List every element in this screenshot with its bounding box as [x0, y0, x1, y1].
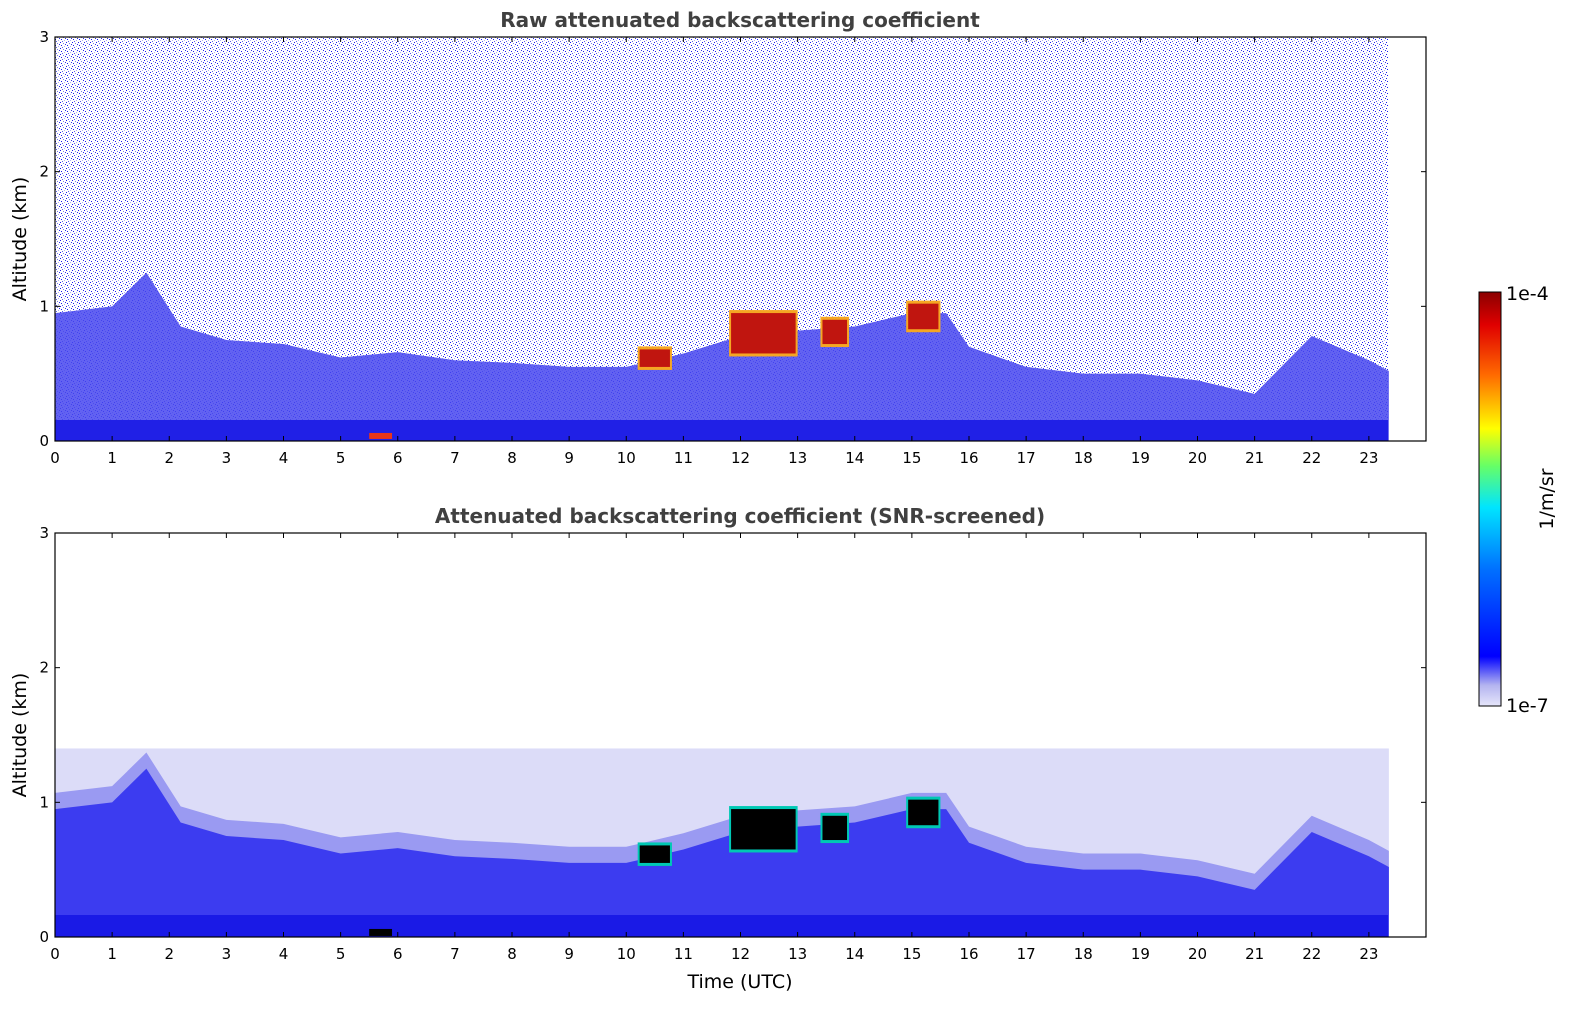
x-tick-label: 3 — [222, 945, 232, 963]
x-tick-label: 6 — [393, 945, 403, 963]
x-tick-label: 19 — [1131, 945, 1150, 963]
cloud-core — [731, 313, 796, 354]
cloud-core — [639, 845, 670, 863]
colorbar-min-label: 1e-7 — [1506, 695, 1549, 717]
x-tick-label: 22 — [1302, 449, 1321, 467]
snr-heatmap — [55, 748, 1389, 937]
x-tick-label: 0 — [50, 449, 60, 467]
x-tick-label: 7 — [450, 945, 460, 963]
x-tick-label: 1 — [107, 945, 117, 963]
snr-surface-hotspot — [369, 928, 393, 936]
raw-surface-band — [55, 420, 1388, 441]
cloud-core — [822, 815, 848, 841]
x-tick-label: 4 — [279, 449, 289, 467]
x-tick-label: 12 — [731, 449, 750, 467]
colorbar-max-label: 1e-4 — [1506, 283, 1549, 305]
x-tick-label: 17 — [1017, 945, 1036, 963]
x-tick-label: 13 — [788, 945, 807, 963]
x-tick-label: 18 — [1074, 449, 1093, 467]
colorbar-unit-label: 1/m/sr — [1536, 468, 1558, 529]
x-tick-label: 8 — [507, 945, 517, 963]
raw-y-axis: 0 1 2 3 — [39, 28, 1426, 450]
x-tick-label: 17 — [1017, 449, 1036, 467]
x-tick-label: 22 — [1302, 945, 1321, 963]
cloud-core — [639, 349, 670, 367]
snr-x-axis: 0 1 2 3 4 5 6 7 8 9 10 11 12 13 14 15 16 17 18 19 20 21 22 23 — [50, 533, 1378, 963]
snr-screened-panel: Attenuated backscattering coefficient (S… — [9, 504, 1427, 993]
x-tick-label: 1 — [107, 449, 117, 467]
y-tick-label: 0 — [39, 928, 49, 946]
x-tick-label: 9 — [564, 449, 574, 467]
x-tick-label: 11 — [674, 449, 693, 467]
x-tick-label: 5 — [336, 449, 346, 467]
x-tick-label: 5 — [336, 945, 346, 963]
x-tick-label: 11 — [674, 945, 693, 963]
snr-y-axis-label: Altitude (km) — [9, 673, 31, 798]
y-tick-label: 3 — [39, 28, 49, 46]
x-tick-label: 18 — [1074, 945, 1093, 963]
y-tick-label: 2 — [39, 163, 49, 181]
x-tick-label: 12 — [731, 945, 750, 963]
x-tick-label: 16 — [959, 449, 978, 467]
x-axis-label: Time (UTC) — [686, 971, 792, 993]
y-tick-label: 2 — [39, 659, 49, 677]
x-tick-label: 2 — [164, 945, 174, 963]
x-tick-label: 10 — [617, 449, 636, 467]
y-tick-label: 1 — [39, 793, 49, 811]
x-tick-label: 20 — [1188, 449, 1207, 467]
x-tick-label: 3 — [222, 449, 232, 467]
x-tick-label: 21 — [1245, 945, 1264, 963]
y-tick-label: 3 — [39, 524, 49, 542]
x-tick-label: 19 — [1131, 449, 1150, 467]
raw-aerosol-layer — [55, 272, 1389, 441]
raw-backscatter-panel: Raw attenuated backscattering coefficien… — [9, 8, 1427, 467]
y-tick-label: 0 — [39, 432, 49, 450]
snr-surface-band — [55, 915, 1388, 937]
x-tick-label: 15 — [902, 945, 921, 963]
x-tick-label: 9 — [564, 945, 574, 963]
snr-y-axis: 0 1 2 3 — [39, 524, 1426, 946]
x-tick-label: 7 — [450, 449, 460, 467]
y-tick-label: 1 — [39, 297, 49, 315]
x-tick-label: 10 — [617, 945, 636, 963]
x-tick-label: 0 — [50, 945, 60, 963]
cloud-core — [822, 319, 848, 345]
cloud-core — [908, 799, 939, 826]
colorbar-gradient — [1478, 291, 1502, 707]
cloud-core — [731, 809, 796, 850]
x-tick-label: 14 — [845, 449, 864, 467]
x-tick-label: 23 — [1359, 945, 1378, 963]
snr-aerosol-layer — [55, 768, 1389, 937]
x-tick-label: 8 — [507, 449, 517, 467]
colorbar: 1e-4 1e-7 1/m/sr — [1478, 283, 1558, 717]
x-tick-label: 2 — [164, 449, 174, 467]
snr-panel-title: Attenuated backscattering coefficient (S… — [435, 504, 1045, 528]
raw-panel-title: Raw attenuated backscattering coefficien… — [500, 8, 980, 32]
x-tick-label: 14 — [845, 945, 864, 963]
x-tick-label: 23 — [1359, 449, 1378, 467]
x-tick-label: 15 — [902, 449, 921, 467]
raw-cloud-layers — [637, 300, 941, 370]
x-tick-label: 21 — [1245, 449, 1264, 467]
cloud-core — [908, 303, 939, 330]
x-tick-label: 20 — [1188, 945, 1207, 963]
x-tick-label: 13 — [788, 449, 807, 467]
raw-heatmap — [55, 37, 1389, 441]
raw-x-axis: 0 1 2 3 4 5 6 7 8 9 10 11 12 13 14 15 16 17 18 19 20 21 22 23 — [50, 37, 1378, 467]
x-tick-label: 4 — [279, 945, 289, 963]
snr-cloud-layers — [637, 796, 941, 866]
x-tick-label: 6 — [393, 449, 403, 467]
x-tick-label: 16 — [959, 945, 978, 963]
raw-surface-hotspot — [369, 432, 393, 439]
raw-y-axis-label: Altitude (km) — [9, 177, 31, 302]
